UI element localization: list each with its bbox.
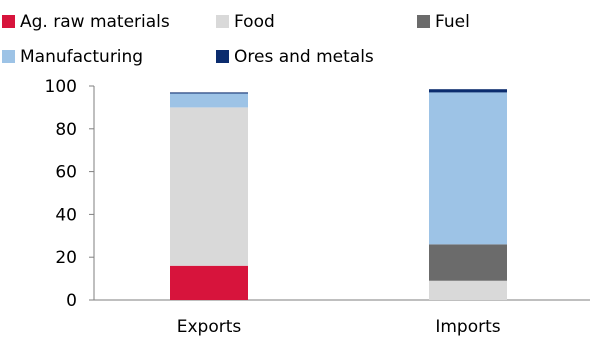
bar-stack-exports bbox=[170, 92, 248, 300]
legend-swatch bbox=[216, 50, 229, 63]
legend-label: Manufacturing bbox=[20, 47, 143, 67]
bar-segment-ores-and-metals bbox=[170, 92, 248, 94]
y-tick-label: 40 bbox=[55, 205, 77, 225]
bar-segment-manufacturing bbox=[170, 93, 248, 108]
legend-swatch bbox=[216, 15, 229, 28]
legend-item-ag-raw-materials: Ag. raw materials bbox=[2, 12, 170, 32]
legend: Ag. raw materials Food Fuel Manufacturing Or… bbox=[2, 12, 470, 67]
bar-segment-fuel bbox=[429, 244, 507, 281]
legend-swatch bbox=[2, 15, 15, 28]
legend-label: Ores and metals bbox=[234, 47, 374, 67]
y-tick-label: 0 bbox=[66, 291, 77, 311]
legend-label: Fuel bbox=[435, 12, 470, 32]
legend-item-food: Food bbox=[216, 12, 275, 32]
x-tick-label-imports: Imports bbox=[435, 317, 500, 336]
legend-item-manufacturing: Manufacturing bbox=[2, 47, 143, 67]
axes: 0 20 40 60 80 100 Exports Imports bbox=[45, 77, 590, 337]
y-tick-label: 80 bbox=[55, 120, 77, 140]
bar-segment-ag-raw-materials bbox=[170, 265, 248, 300]
legend-swatch bbox=[417, 15, 430, 28]
bars bbox=[170, 89, 507, 300]
bar-segment-food bbox=[429, 280, 507, 300]
legend-item-ores-and-metals: Ores and metals bbox=[216, 47, 374, 67]
x-tick-label-exports: Exports bbox=[177, 317, 242, 336]
y-tick-label: 100 bbox=[45, 77, 77, 97]
bar-stack-imports bbox=[429, 89, 507, 300]
y-tick-label: 20 bbox=[55, 248, 77, 268]
legend-label: Food bbox=[234, 12, 275, 32]
bar-segment-food bbox=[170, 107, 248, 266]
legend-item-fuel: Fuel bbox=[417, 12, 470, 32]
y-tick-label: 60 bbox=[55, 163, 77, 183]
legend-swatch bbox=[2, 50, 15, 63]
bar-segment-manufacturing bbox=[429, 92, 507, 245]
legend-label: Ag. raw materials bbox=[20, 12, 170, 32]
bar-segment-ores-and-metals bbox=[429, 89, 507, 93]
